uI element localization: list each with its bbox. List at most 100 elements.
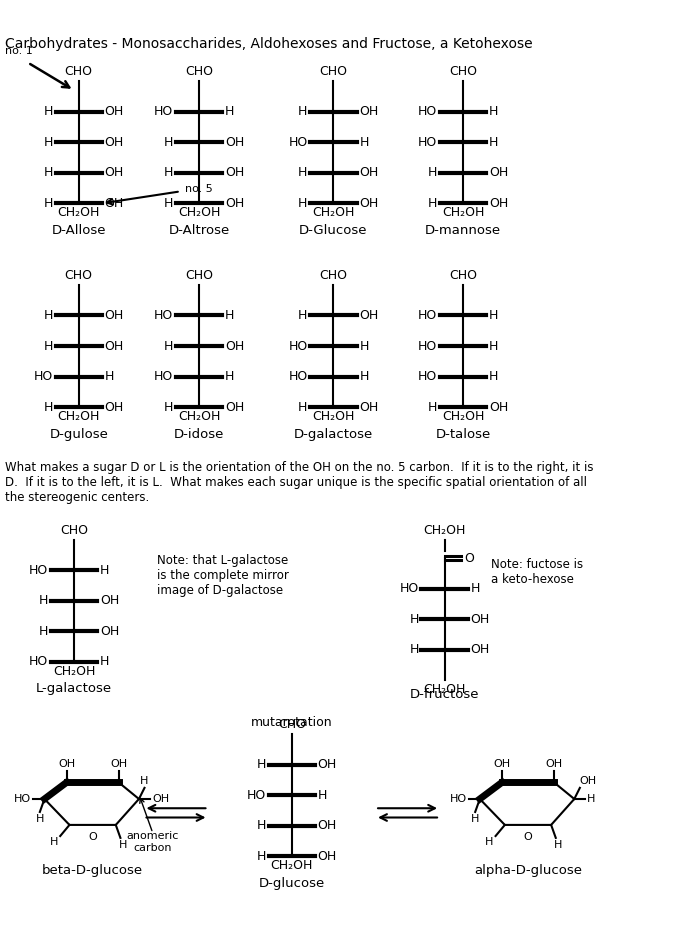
Text: HO: HO bbox=[288, 136, 307, 149]
Text: OH: OH bbox=[105, 197, 124, 210]
Text: H: H bbox=[359, 340, 369, 352]
Text: O: O bbox=[464, 551, 474, 565]
Text: CH₂OH: CH₂OH bbox=[53, 665, 95, 678]
Text: OH: OH bbox=[359, 400, 379, 413]
Text: H: H bbox=[38, 595, 48, 607]
Text: CH₂OH: CH₂OH bbox=[57, 206, 100, 219]
Text: CH₂OH: CH₂OH bbox=[57, 410, 100, 423]
Text: H: H bbox=[256, 758, 266, 771]
Text: D-idose: D-idose bbox=[174, 428, 224, 441]
Text: OH: OH bbox=[359, 309, 379, 322]
Text: H: H bbox=[105, 370, 114, 383]
Text: no. 5: no. 5 bbox=[186, 184, 213, 194]
Text: H: H bbox=[489, 309, 498, 322]
Text: HO: HO bbox=[154, 309, 173, 322]
Text: OH: OH bbox=[105, 166, 124, 179]
Text: OH: OH bbox=[225, 136, 244, 149]
Text: HO: HO bbox=[15, 794, 32, 804]
Text: H: H bbox=[489, 105, 498, 118]
Text: CH₂OH: CH₂OH bbox=[271, 859, 313, 872]
Text: H: H bbox=[36, 814, 44, 824]
Text: H: H bbox=[225, 309, 234, 322]
Text: OH: OH bbox=[359, 197, 379, 210]
Text: CHO: CHO bbox=[449, 65, 477, 78]
Text: H: H bbox=[298, 400, 307, 413]
Text: H: H bbox=[164, 400, 173, 413]
Text: CH₂OH: CH₂OH bbox=[312, 206, 355, 219]
Text: H: H bbox=[140, 776, 148, 786]
Text: HO: HO bbox=[288, 370, 307, 383]
Text: D-talose: D-talose bbox=[435, 428, 491, 441]
Text: HO: HO bbox=[246, 789, 266, 801]
Text: D-Glucose: D-Glucose bbox=[299, 224, 368, 237]
Text: OH: OH bbox=[105, 105, 124, 118]
Text: CHO: CHO bbox=[64, 65, 92, 78]
Text: H: H bbox=[470, 582, 480, 596]
Text: CH₂OH: CH₂OH bbox=[178, 410, 220, 423]
Text: H: H bbox=[100, 655, 109, 668]
Text: mutarotation: mutarotation bbox=[251, 716, 332, 729]
Text: beta-D-glucose: beta-D-glucose bbox=[42, 864, 144, 877]
Text: HO: HO bbox=[418, 309, 438, 322]
Text: OH: OH bbox=[470, 644, 490, 656]
Text: H: H bbox=[554, 840, 562, 850]
Text: H: H bbox=[164, 166, 173, 179]
Text: HO: HO bbox=[418, 370, 438, 383]
Text: H: H bbox=[43, 400, 52, 413]
Text: H: H bbox=[43, 105, 52, 118]
Text: OH: OH bbox=[489, 400, 508, 413]
Text: HO: HO bbox=[29, 655, 48, 668]
Text: H: H bbox=[164, 340, 173, 352]
Text: Note: that L-galactose
is the complete mirror
image of D-galactose: Note: that L-galactose is the complete m… bbox=[158, 553, 289, 597]
Text: H: H bbox=[428, 166, 438, 179]
Text: OH: OH bbox=[489, 166, 508, 179]
Text: L-galactose: L-galactose bbox=[36, 683, 112, 696]
Text: O: O bbox=[88, 833, 97, 842]
Text: HO: HO bbox=[288, 340, 307, 352]
Text: alpha-D-glucose: alpha-D-glucose bbox=[474, 864, 582, 877]
Text: OH: OH bbox=[494, 759, 510, 769]
Text: H: H bbox=[359, 370, 369, 383]
Text: CH₂OH: CH₂OH bbox=[424, 683, 466, 696]
Text: OH: OH bbox=[105, 340, 124, 352]
Text: O: O bbox=[524, 833, 533, 842]
Text: H: H bbox=[43, 166, 52, 179]
Text: H: H bbox=[50, 837, 58, 847]
Text: HO: HO bbox=[449, 794, 467, 804]
Text: HO: HO bbox=[418, 136, 438, 149]
Text: OH: OH bbox=[225, 400, 244, 413]
Text: H: H bbox=[489, 370, 498, 383]
Text: CHO: CHO bbox=[186, 65, 214, 78]
Text: D-mannose: D-mannose bbox=[425, 224, 501, 237]
Text: H: H bbox=[489, 340, 498, 352]
Text: CH₂OH: CH₂OH bbox=[442, 206, 484, 219]
Text: OH: OH bbox=[105, 136, 124, 149]
Text: OH: OH bbox=[318, 850, 337, 863]
Text: H: H bbox=[38, 625, 48, 638]
Text: CHO: CHO bbox=[60, 524, 88, 537]
Text: OH: OH bbox=[225, 197, 244, 210]
Text: HO: HO bbox=[418, 105, 438, 118]
Text: What makes a sugar D or L is the orientation of the OH on the no. 5 carbon.  If : What makes a sugar D or L is the orienta… bbox=[5, 461, 593, 504]
Text: D-gulose: D-gulose bbox=[49, 428, 108, 441]
Text: H: H bbox=[256, 819, 266, 833]
Text: HO: HO bbox=[29, 564, 48, 577]
Text: H: H bbox=[225, 105, 234, 118]
Text: H: H bbox=[118, 840, 127, 850]
Text: H: H bbox=[359, 136, 369, 149]
Text: OH: OH bbox=[100, 625, 119, 638]
Text: OH: OH bbox=[100, 595, 119, 607]
Text: H: H bbox=[410, 644, 419, 656]
Text: CHO: CHO bbox=[319, 269, 347, 282]
Text: OH: OH bbox=[225, 340, 244, 352]
Text: OH: OH bbox=[318, 819, 337, 833]
Text: CHO: CHO bbox=[319, 65, 347, 78]
Text: H: H bbox=[164, 197, 173, 210]
Text: D-Allose: D-Allose bbox=[52, 224, 106, 237]
Text: OH: OH bbox=[110, 759, 127, 769]
Text: HO: HO bbox=[418, 340, 438, 352]
Text: H: H bbox=[43, 340, 52, 352]
Text: H: H bbox=[489, 136, 498, 149]
Text: HO: HO bbox=[154, 370, 173, 383]
Text: H: H bbox=[100, 564, 109, 577]
